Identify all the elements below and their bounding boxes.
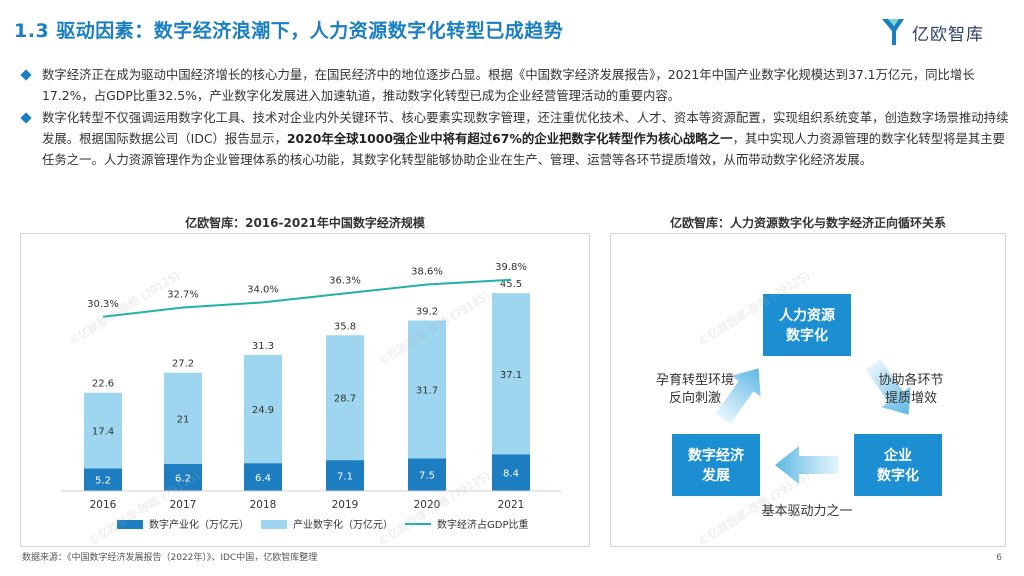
bullet-2-highlight: 2020年全球1000强企业中将有超过67%的企业把数字化转型作为核心战略之一 (286, 131, 733, 146)
bar-digital-industrialization (244, 463, 282, 491)
line-point-label: 32.7% (167, 289, 199, 300)
bar-digital-industrialization (164, 464, 202, 491)
yiou-logo-icon (882, 19, 904, 45)
bar-label-digital-industrialization: 6.4 (255, 473, 271, 484)
node-ent-line2: 数字化 (877, 467, 919, 484)
bar-total-label: 27.2 (172, 359, 194, 370)
legend-label-industrial-digitalization: 产业数字化（万亿元） (293, 518, 393, 531)
node-hr-line2: 数字化 (786, 327, 828, 344)
x-tick-label: 2020 (414, 499, 441, 511)
left-chart-panel: 5.2 17.4 22.6 2016 6.2 21 27.2 2017 6.4 24.9 31.3 2… (20, 233, 590, 547)
source-note: 数据来源：《中国数字经济发展报告（2022年）》、IDC中国，亿欧智库整理 (22, 553, 318, 563)
legend-swatch-digital-industrialization (117, 520, 143, 529)
bullet-list: 数字经济正在成为驱动中国经济增长的核心力量，在国民经济中的地位逐步凸显。根据《中… (20, 64, 1012, 171)
bar-digital-industrialization (492, 454, 530, 491)
node-digital-economy: 数字经济 发展 (672, 434, 760, 496)
bar-label-industrial-digitalization: 37.1 (500, 370, 522, 381)
bar-industrial-digitalization (326, 335, 364, 461)
bullet-2-text-post: ，其中实现人力资源管理的数字化转型将是其主要任务之一。人力资源管理作为企业管理体… (42, 131, 1006, 167)
logo: 亿欧智库 (880, 16, 984, 48)
bullet-item-1: 数字经济正在成为驱动中国经济增长的核心力量，在国民经济中的地位逐步凸显。根据《中… (20, 64, 1012, 106)
node-eco-line2: 发展 (701, 467, 730, 484)
line-point-label: 30.3% (87, 299, 119, 310)
bar-label-digital-industrialization: 7.5 (419, 471, 435, 482)
bar-label-digital-industrialization: 5.2 (95, 476, 111, 487)
x-tick-label: 2021 (498, 499, 525, 511)
bar-label-digital-industrialization: 7.1 (337, 472, 353, 483)
right-diagram-panel: 人力资源 数字化 企业 数字化 数字经济 发展 协助各环节 提质增效 基本驱动力… (610, 233, 1006, 547)
x-tick-label: 2018 (250, 499, 277, 511)
arrow-hr-to-enterprise-icon (865, 358, 911, 415)
label-left-line2: 反向刺激 (669, 390, 721, 406)
line-gdp-share (102, 278, 512, 318)
bar-industrial-digitalization (84, 392, 122, 469)
bar-industrial-digitalization (244, 354, 282, 464)
label-left-line1: 孕育转型环境 (656, 372, 734, 388)
bullet-1-text: 数字经济正在成为驱动中国经济增长的核心力量，在国民经济中的地位逐步凸显。根据《中… (42, 67, 975, 103)
label-right-line1: 协助各环节 (878, 372, 943, 388)
bullet-2-text-pre: 数字化转型不仅强调运用数字化工具、技术对企业内外关键环节、核心要素实现数字管理，… (42, 110, 1009, 146)
node-hr-digitalization: 人力资源 数字化 (763, 294, 851, 356)
bar-total-label: 45.5 (500, 279, 522, 290)
arrow-enterprise-to-economy-icon (775, 446, 839, 484)
diamond-bullet-icon (20, 69, 32, 81)
legend-swatch-industrial-digitalization (261, 520, 287, 529)
label-bottom: 基本驱动力之一 (761, 504, 852, 519)
page-number: 6 (996, 553, 1002, 563)
bar-total-label: 31.3 (252, 341, 274, 352)
bar-label-industrial-digitalization: 21 (177, 414, 190, 425)
logo-text: 亿欧智库 (912, 24, 984, 45)
line-point-label: 39.8% (495, 262, 527, 273)
bar-label-digital-industrialization: 8.4 (503, 469, 519, 480)
bar-label-industrial-digitalization: 17.4 (92, 427, 114, 438)
bar-industrial-digitalization (164, 372, 202, 465)
bullet-item-2: 数字化转型不仅强调运用数字化工具、技术对企业内外关键环节、核心要素实现数字管理，… (20, 107, 1012, 170)
bar-chart: 5.2 17.4 22.6 2016 6.2 21 27.2 2017 6.4 24.9 31.3 2… (61, 262, 561, 531)
page-title: 1.3 驱动因素：数字经济浪潮下，人力资源数字化转型已成趋势 (14, 20, 564, 42)
x-tick-label: 2016 (90, 499, 117, 511)
left-chart-title: 亿欧智库：2016-2021年中国数字经济规模 (185, 216, 425, 230)
legend-label-digital-industrialization: 数字产业化（万亿元） (149, 518, 249, 531)
diamond-bullet-icon (20, 112, 32, 124)
x-tick-label: 2019 (332, 499, 359, 511)
bar-total-label: 35.8 (334, 321, 356, 332)
node-eco-line1: 数字经济 (688, 447, 745, 464)
node-hr-line1: 人力资源 (779, 307, 835, 324)
bar-label-industrial-digitalization: 24.9 (252, 405, 274, 416)
arrow-economy-to-hr-icon (715, 368, 761, 425)
legend-label-gdp-share: 数字经济占GDP比重 (437, 518, 528, 531)
bar-label-industrial-digitalization: 31.7 (416, 385, 438, 396)
right-chart-title: 亿欧智库：人力资源数字化与数字经济正向循环关系 (669, 216, 946, 230)
node-ent-line1: 企业 (883, 447, 912, 464)
bar-industrial-digitalization (492, 293, 530, 455)
line-point-label: 34.0% (247, 284, 279, 295)
bar-digital-industrialization (84, 468, 122, 491)
bar-total-label: 22.6 (92, 379, 114, 390)
bar-industrial-digitalization (408, 320, 446, 459)
bar-total-label: 39.2 (416, 306, 438, 317)
bar-label-digital-industrialization: 6.2 (175, 474, 191, 485)
node-enterprise-digitalization: 企业 数字化 (854, 434, 942, 496)
label-right-line2: 提质增效 (885, 390, 937, 406)
bar-label-industrial-digitalization: 28.7 (334, 394, 356, 405)
line-point-label: 38.6% (411, 266, 443, 277)
x-tick-label: 2017 (170, 499, 197, 511)
bar-digital-industrialization (326, 460, 364, 491)
cycle-diagram: 人力资源 数字化 企业 数字化 数字经济 发展 协助各环节 提质增效 基本驱动力… (656, 294, 944, 519)
bar-digital-industrialization (408, 458, 446, 491)
line-point-label: 36.3% (329, 275, 361, 286)
